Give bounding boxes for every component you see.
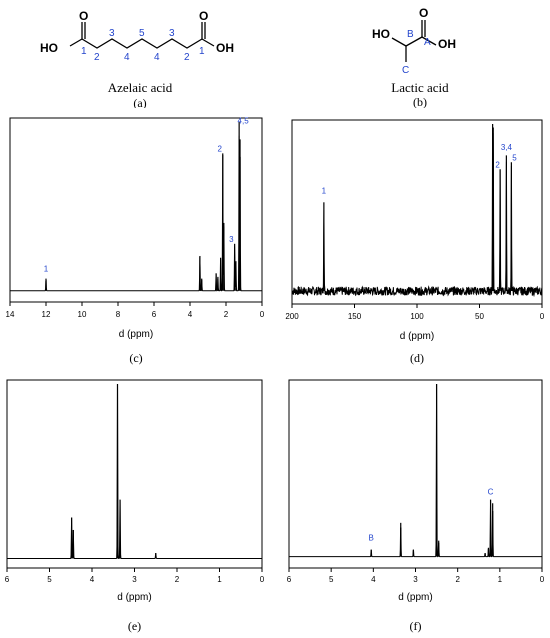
plot-frame [9,117,263,303]
carbon-label-4: 4 [124,52,130,63]
panel-label: (c) [129,351,142,365]
peak-annotation: 2 [495,161,500,170]
x-tick-label: 4 [188,310,193,319]
spectrum-line [7,383,262,559]
spectrum-d: 200 150 100 50 0 d (ppm) (d) 1 23,4 5 [285,119,545,365]
x-tick-label: 200 [285,312,299,321]
o-label: O [419,6,428,20]
x-tick-label: 8 [116,310,121,319]
x-tick-label: 14 [6,310,15,319]
x-tick-label: 6 [5,575,10,584]
x-tick-label: 10 [78,310,87,319]
x-axis-label: d (ppm) [398,592,432,603]
x-axis-label: d (ppm) [400,331,434,342]
o-right-label: O [199,9,208,23]
oh-right-label: OH [216,41,234,55]
carbon-label-1: 1 [81,46,87,57]
plot-frame [288,379,543,569]
panel-label-a: (a) [133,96,146,108]
carbon-label-5: 5 [139,28,145,39]
structure-name-b: Lactic acid [391,80,449,95]
panel-label: (f) [410,619,422,633]
carbon-label-4b: 4 [154,52,160,63]
carbon-label-2: 2 [94,52,100,63]
spectrum-line [291,127,543,298]
carbon-label-3: 3 [109,28,115,39]
carbon-label-a: A [424,37,431,48]
x-tick-label: 100 [410,312,424,321]
oh-label: OH [438,37,456,51]
x-tick-label: 0 [260,310,265,319]
oh-left-label: HO [40,41,58,55]
carbon-label-2b: 2 [184,52,190,63]
x-tick-label: 0 [540,312,545,321]
x-tick-label: 150 [348,312,362,321]
panel-label: (d) [410,351,424,365]
x-tick-label: 5 [329,575,334,584]
x-tick-label: 4 [371,575,376,584]
peak-annotation: 4,5 [238,117,250,126]
spectrum-line [289,383,542,558]
peak-annotation: 3 [229,235,234,244]
structure-name-a: Azelaic acid [108,80,173,95]
peak-annotation: B [369,534,374,543]
peak-annotation: 2 [217,145,222,154]
x-tick-label: 0 [260,575,265,584]
carbon-label-1b: 1 [199,46,205,57]
x-tick-label: 1 [217,575,222,584]
panel-label: (e) [128,619,141,633]
peak-annotation: 1 [322,187,327,196]
plot-frame [6,379,263,569]
x-tick-label: 12 [42,310,51,319]
peak-annotation: 3,4 [501,143,513,152]
peak-annotation: 1 [44,265,49,274]
spectrum-f: 6 5 4 3 2 1 0 d (ppm) (f) B C [287,379,545,633]
peak-annotation: 5 [512,154,517,163]
x-tick-label: 5 [47,575,52,584]
x-tick-label: 4 [90,575,95,584]
x-tick-label: 3 [132,575,137,584]
x-axis-label: d (ppm) [119,329,153,340]
x-tick-label: 0 [540,575,545,584]
peak-annotation: C [488,487,494,496]
x-tick-label: 2 [455,575,460,584]
x-tick-label: 6 [152,310,157,319]
x-tick-label: 1 [498,575,503,584]
x-tick-label: 50 [475,312,484,321]
x-tick-label: 2 [224,310,229,319]
x-tick-label: 3 [413,575,418,584]
spectrum-e: 6 5 4 3 2 1 0 d (ppm) (e) [5,379,265,633]
lactic-acid-structure: HO O OH A B C Lactic acid (b) [372,6,456,108]
carbon-label-3b: 3 [169,28,175,39]
carbon-label-b: B [407,29,414,40]
x-axis-label: d (ppm) [117,592,151,603]
carbon-label-c: C [402,65,409,76]
x-tick-label: 6 [287,575,292,584]
x-tick-label: 2 [175,575,180,584]
azelaic-acid-structure: HO O O OH 1 2 3 4 5 4 3 2 1 Azelaic acid… [40,9,234,108]
ho-label: HO [372,27,390,41]
o-left-label: O [79,9,88,23]
panel-label-b: (b) [413,95,427,108]
